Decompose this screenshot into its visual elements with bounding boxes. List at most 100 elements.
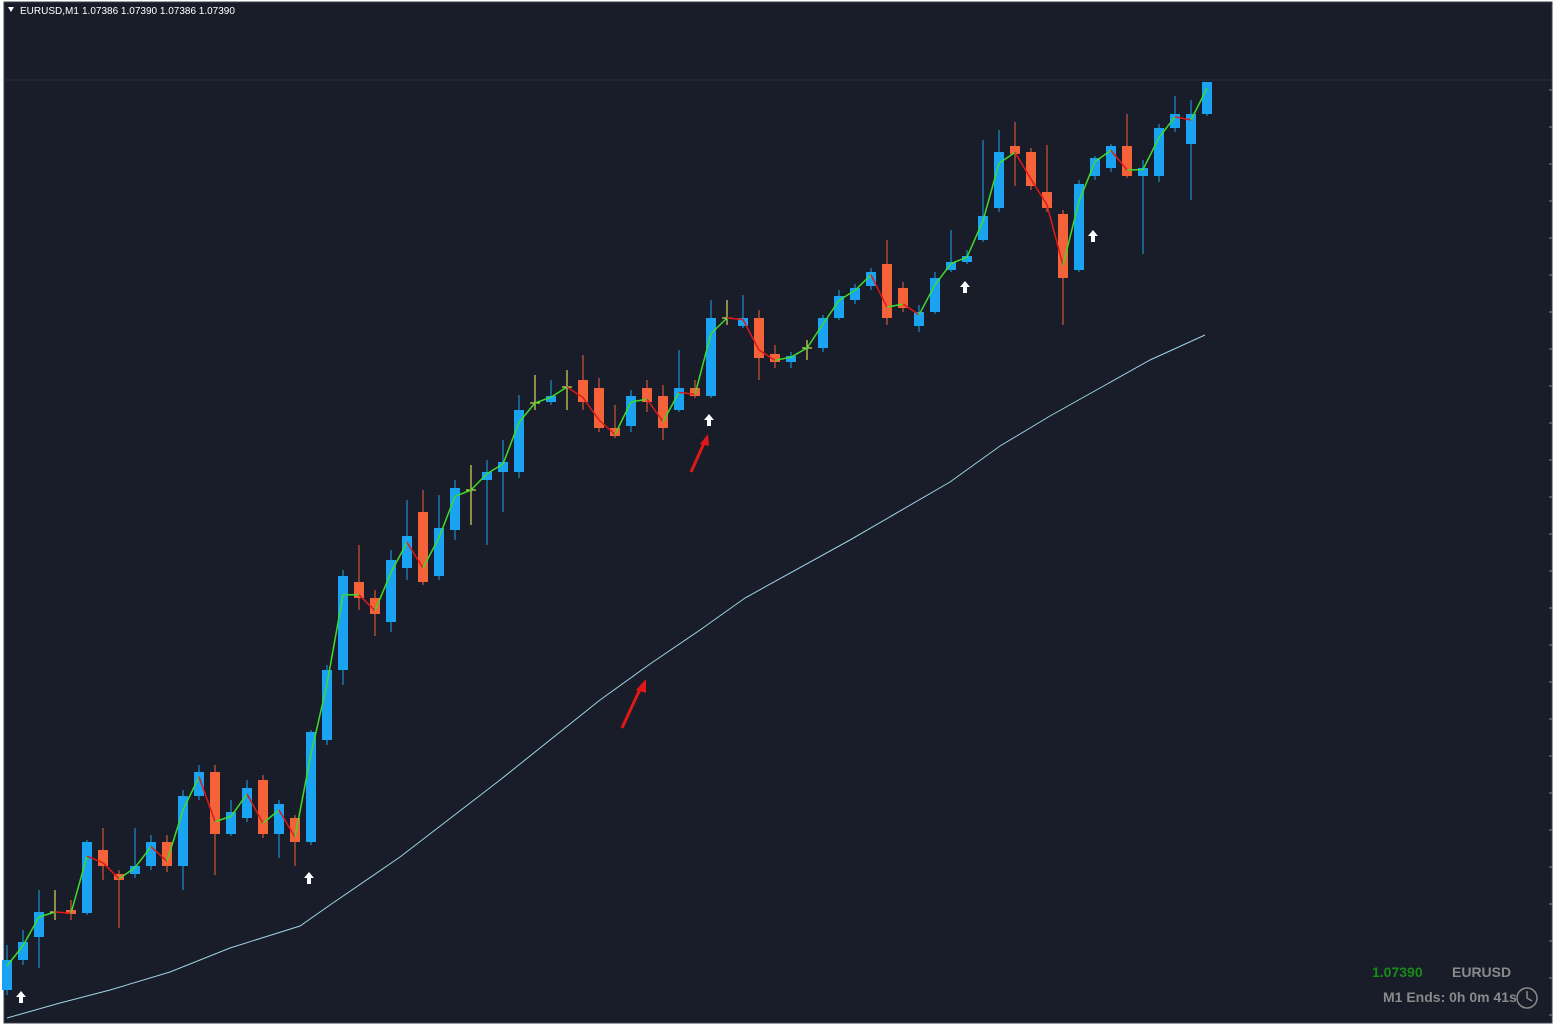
candle-body	[1026, 152, 1036, 186]
trend-line	[422, 537, 440, 569]
candle-body	[146, 842, 156, 866]
trend-line	[326, 594, 344, 685]
trend-line	[38, 911, 56, 918]
trend-line	[550, 386, 568, 398]
trend-line	[662, 392, 680, 422]
clock-hands	[1526, 991, 1533, 1002]
signal-arrow	[304, 872, 314, 884]
candle-body	[290, 818, 300, 842]
trend-line	[1046, 204, 1064, 266]
trend-line	[870, 274, 888, 308]
candle-body	[1154, 128, 1164, 176]
candle-body	[514, 410, 524, 472]
candle-body	[418, 512, 428, 582]
trend-line	[54, 911, 72, 914]
candle-body	[834, 296, 844, 318]
candle-body	[114, 874, 124, 880]
candle-body	[626, 396, 636, 426]
candle-body	[322, 670, 332, 740]
trend-line	[214, 815, 232, 823]
candle-body	[610, 428, 620, 436]
trend-line	[566, 386, 584, 399]
candle-body	[1170, 114, 1180, 128]
candle-body	[1106, 146, 1116, 168]
candle-body	[402, 536, 412, 568]
trend-line	[454, 489, 472, 498]
trend-line	[6, 945, 24, 967]
trend-line	[806, 323, 824, 349]
candle-body	[1202, 82, 1212, 114]
candle-body	[546, 396, 556, 402]
candle-body	[818, 318, 828, 348]
trend-line	[470, 473, 488, 491]
candle-body	[930, 278, 940, 312]
trend-line	[406, 542, 424, 569]
candle-body	[578, 380, 588, 402]
candle-body	[882, 264, 892, 318]
red-arrow-head	[636, 679, 646, 693]
trend-line	[758, 349, 776, 362]
candle-body	[946, 262, 956, 270]
trend-line	[294, 753, 312, 838]
candle-body	[978, 216, 988, 240]
trend-line	[438, 496, 456, 538]
candle-body	[1122, 146, 1132, 176]
ohlc-label: 1.07386 1.07390 1.07386 1.07390	[82, 6, 235, 17]
trend-line	[118, 866, 136, 880]
candle-body	[1010, 146, 1020, 154]
candle-body	[1090, 158, 1100, 176]
candle-body	[770, 354, 780, 362]
trend-line	[982, 162, 1000, 222]
trend-line	[998, 151, 1016, 164]
trend-line	[358, 594, 376, 612]
trend-line	[838, 289, 856, 302]
trend-line	[934, 263, 952, 286]
trend-line	[486, 463, 504, 475]
candle-body	[210, 772, 220, 834]
candle-body	[98, 850, 108, 866]
candle-body	[482, 472, 492, 480]
dropdown-icon[interactable]	[8, 7, 14, 12]
trend-line	[134, 846, 152, 869]
candle-body	[450, 488, 460, 530]
candle-body	[34, 912, 44, 937]
candle-body	[594, 388, 604, 428]
timer-label: M1 Ends: 0h 0m 41s	[1383, 989, 1517, 1005]
candle-body	[898, 288, 908, 308]
trend-line	[966, 220, 984, 258]
trend-line	[918, 284, 936, 316]
symbol-info: EURUSD	[1452, 964, 1511, 980]
trend-line	[1062, 201, 1080, 266]
trend-line	[502, 422, 520, 465]
candle-body	[386, 560, 396, 622]
trend-line	[822, 299, 840, 325]
trend-line	[1190, 88, 1208, 121]
candle-body	[1186, 114, 1196, 144]
trend-line	[1030, 178, 1048, 206]
trend-line	[1014, 152, 1032, 180]
trend-line	[518, 402, 536, 423]
trend-line	[374, 572, 392, 612]
trend-line	[630, 398, 648, 403]
signal-arrow	[1088, 230, 1098, 242]
trend-line	[1078, 161, 1096, 202]
price-label: 1.07390	[1372, 964, 1423, 980]
red-arrow	[689, 440, 707, 473]
trend-line	[534, 396, 552, 404]
trend-line	[198, 776, 216, 822]
candle-body	[866, 272, 876, 286]
candle-body	[242, 788, 252, 818]
trend-line	[278, 809, 296, 838]
candle-body	[498, 462, 508, 472]
candle-body	[18, 942, 28, 960]
trend-line	[1142, 137, 1160, 170]
signal-arrow	[960, 281, 970, 293]
candle-body	[162, 842, 172, 866]
signal-arrow	[16, 991, 26, 1003]
candle-body	[754, 318, 764, 358]
trend-line	[310, 683, 328, 755]
signal-arrow	[704, 414, 714, 426]
candle-body	[674, 388, 684, 410]
